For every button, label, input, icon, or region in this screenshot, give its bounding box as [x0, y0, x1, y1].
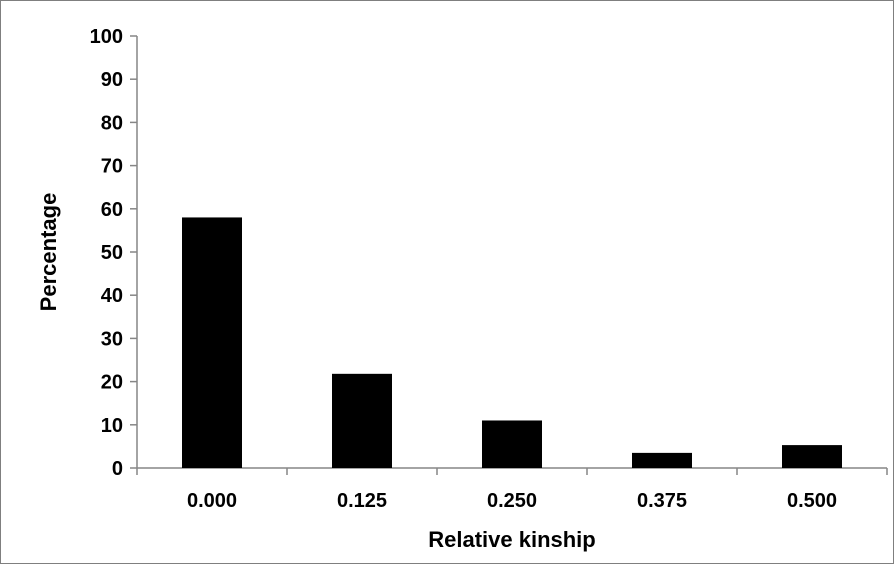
- x-tick-label: 0.500: [787, 490, 837, 512]
- y-tick-label: 20: [101, 372, 123, 394]
- x-axis: 0.000 0.125 0.250 0.375 0.500: [136, 467, 888, 512]
- y-axis: 0 10 20 30 40 50 60 70 80 90 100: [90, 26, 138, 480]
- bar-0.250: [482, 420, 542, 468]
- x-tick-label: 0.125: [337, 490, 387, 512]
- y-tick-label: 50: [101, 242, 123, 264]
- y-tick-label: 40: [101, 285, 123, 307]
- y-tick-label: 90: [101, 69, 123, 91]
- x-axis-title: Relative kinship: [428, 527, 596, 552]
- bars: [182, 217, 842, 468]
- x-tick-label: 0.375: [637, 490, 687, 512]
- y-tick-label: 30: [101, 328, 123, 350]
- y-tick-label: 60: [101, 199, 123, 221]
- y-tick-label: 80: [101, 112, 123, 134]
- y-axis-title: Percentage: [36, 193, 61, 312]
- y-tick-label: 0: [112, 458, 123, 480]
- bar-0.000: [182, 217, 242, 468]
- bar-0.500: [782, 445, 842, 468]
- y-tick-label: 100: [90, 26, 123, 48]
- x-tick-label: 0.250: [487, 490, 537, 512]
- y-tick-label: 10: [101, 415, 123, 437]
- x-tick-label: 0.000: [187, 490, 237, 512]
- bar-0.375: [632, 452, 692, 468]
- y-tick-label: 70: [101, 156, 123, 178]
- bar-0.125: [332, 373, 392, 468]
